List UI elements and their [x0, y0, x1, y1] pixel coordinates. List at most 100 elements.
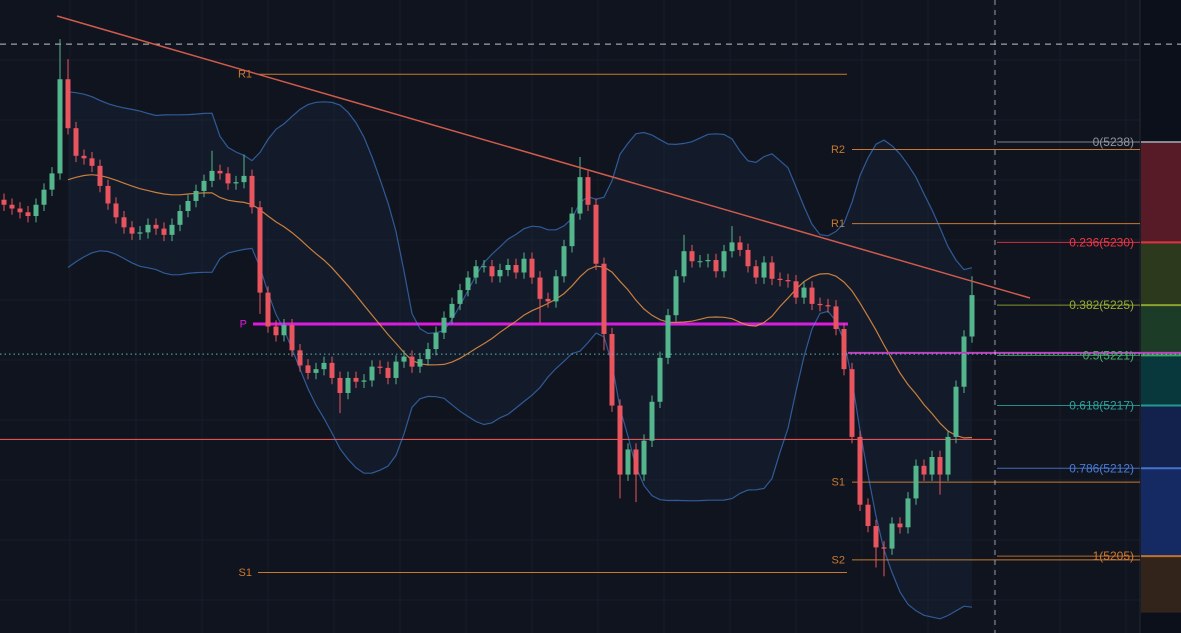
- candle-body: [825, 305, 831, 307]
- candle-body: [697, 261, 703, 263]
- candle-body: [945, 436, 951, 475]
- candle-body: [465, 277, 471, 291]
- candle-body: [281, 325, 287, 336]
- candle-body: [569, 213, 575, 247]
- candle-body: [105, 185, 111, 204]
- candle-body: [57, 79, 63, 174]
- fib-label[interactable]: 0.786(5212): [1069, 461, 1134, 475]
- candle-body: [865, 504, 871, 527]
- candle-body: [161, 228, 167, 235]
- candle-body: [417, 359, 423, 367]
- candle-body: [65, 79, 71, 129]
- fib-zone-band: [1141, 468, 1181, 557]
- candle-body: [137, 232, 143, 234]
- pivot-label-p[interactable]: P: [240, 318, 247, 330]
- candle-body: [513, 264, 519, 273]
- candle-body: [129, 227, 135, 234]
- candle-body: [113, 203, 119, 218]
- candle-body: [121, 217, 127, 228]
- candle-body: [897, 523, 903, 528]
- candle-body: [449, 303, 455, 318]
- candle-body: [145, 224, 151, 233]
- candle-body: [473, 266, 479, 278]
- candle-body: [961, 336, 967, 387]
- candle-body: [97, 165, 103, 186]
- candle-body: [601, 263, 607, 335]
- candle-body: [249, 175, 255, 208]
- candle-body: [73, 128, 79, 156]
- candle-body: [177, 211, 183, 225]
- candle-body: [937, 457, 943, 475]
- candle-body: [393, 361, 399, 378]
- candle-body: [81, 155, 87, 159]
- candle-body: [769, 262, 775, 279]
- candle-body: [833, 306, 839, 329]
- candle-body: [385, 367, 391, 378]
- candle-body: [353, 377, 359, 382]
- candle-body: [193, 190, 199, 201]
- fib-zone-band: [1141, 242, 1181, 306]
- candle-body: [201, 180, 207, 191]
- pivot-label-s1[interactable]: S1: [832, 477, 845, 489]
- candle-body: [401, 356, 407, 362]
- candle-body: [729, 242, 735, 252]
- candle-body: [913, 465, 919, 499]
- candle-body: [721, 251, 727, 272]
- candle-body: [305, 365, 311, 373]
- pivot-label-s1[interactable]: S1: [239, 567, 252, 579]
- candle-body: [777, 278, 783, 281]
- candle-body: [649, 401, 655, 441]
- candle-body: [873, 526, 879, 548]
- candle-body: [377, 366, 383, 368]
- candle-body: [409, 356, 415, 367]
- fib-label[interactable]: 1(5205): [1093, 549, 1134, 563]
- trendline[interactable]: [56, 15, 1031, 299]
- candle-body: [41, 189, 47, 205]
- fib-label[interactable]: 0(5238): [1093, 135, 1134, 149]
- candle-body: [49, 173, 55, 190]
- candle-body: [313, 369, 319, 373]
- candle-body: [737, 242, 743, 250]
- candle-body: [297, 350, 303, 366]
- candle-body: [1, 199, 7, 205]
- candle-body: [929, 457, 935, 475]
- pivot-label-r1[interactable]: R1: [831, 218, 845, 230]
- fib-label[interactable]: 0.236(5230): [1069, 235, 1134, 249]
- candle-body: [625, 449, 631, 475]
- candles: [1, 39, 975, 577]
- price-scale-strip[interactable]: [1141, 0, 1181, 633]
- candle-body: [545, 298, 551, 302]
- pivot-label-s2[interactable]: S2: [832, 554, 845, 566]
- bollinger-basis: [67, 174, 973, 439]
- candle-body: [521, 258, 527, 273]
- fib-label[interactable]: 0.382(5225): [1069, 298, 1134, 312]
- pivot-label-r2[interactable]: R2: [831, 144, 845, 156]
- candle-body: [857, 436, 863, 505]
- candle-body: [537, 277, 543, 299]
- candle-body: [553, 276, 559, 302]
- candle-body: [849, 369, 855, 437]
- candle-body: [241, 175, 247, 183]
- candle-body: [33, 204, 39, 217]
- candle-body: [361, 380, 367, 382]
- candle-body: [17, 208, 23, 213]
- candle-body: [561, 246, 567, 277]
- candle-body: [713, 259, 719, 272]
- fib-zone-band: [1141, 142, 1181, 243]
- candle-body: [481, 266, 487, 268]
- candle-body: [881, 547, 887, 549]
- fib-label[interactable]: 0.5(5221): [1083, 348, 1134, 362]
- candle-body: [329, 362, 335, 378]
- candle-body: [257, 207, 263, 293]
- candle-body: [665, 315, 671, 358]
- candle-body: [209, 170, 215, 181]
- fib-zone-band: [1141, 405, 1181, 469]
- bollinger-fill: [68, 91, 972, 619]
- fib-label[interactable]: 0.618(5217): [1069, 399, 1134, 413]
- candle-body: [273, 326, 279, 336]
- candle-body: [889, 523, 895, 549]
- candle-body: [433, 332, 439, 350]
- candle-body: [9, 204, 15, 209]
